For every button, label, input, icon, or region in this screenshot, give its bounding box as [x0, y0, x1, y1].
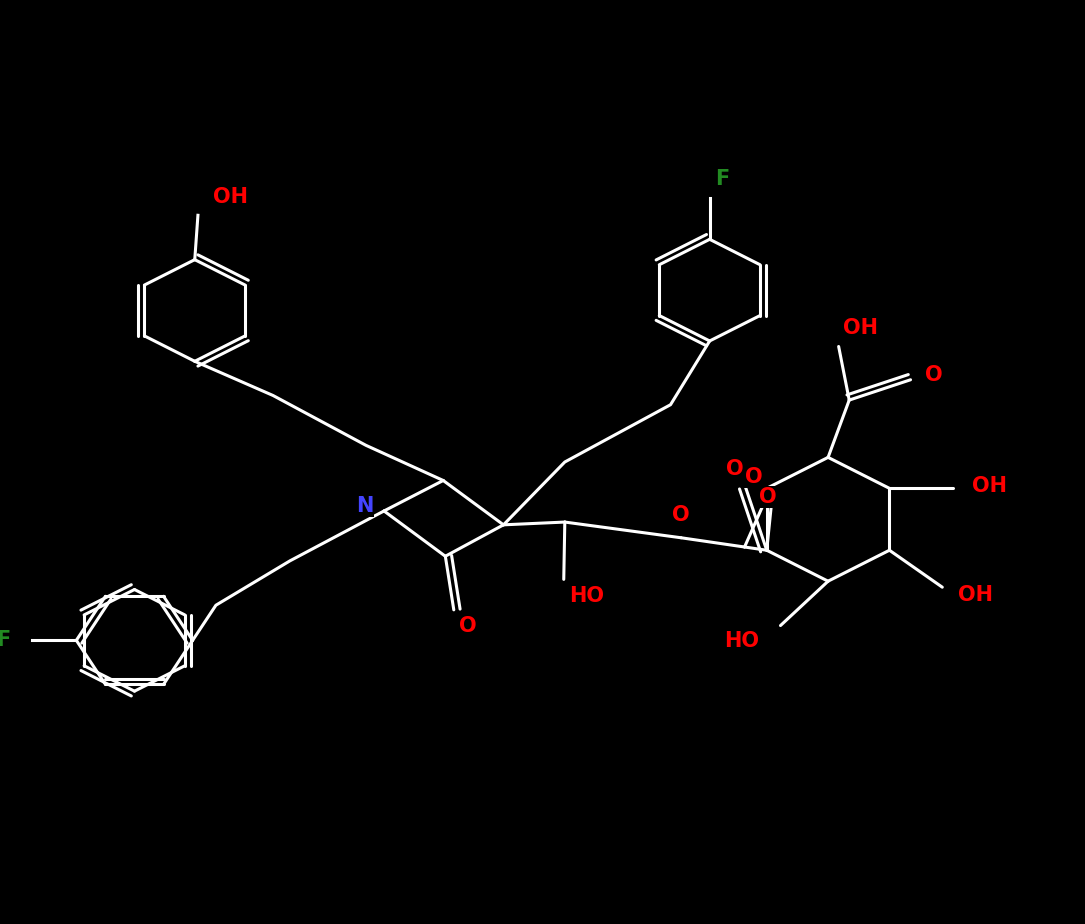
Text: O: O [459, 616, 476, 637]
Text: O: O [673, 505, 690, 525]
Text: OH: OH [972, 477, 1007, 496]
Text: O: O [726, 459, 744, 479]
Text: O: O [745, 468, 763, 487]
Text: N: N [356, 496, 373, 517]
Text: F: F [0, 630, 11, 650]
Text: F: F [715, 169, 729, 189]
Text: OH: OH [213, 187, 247, 207]
Text: O: O [760, 487, 777, 507]
Text: HO: HO [725, 631, 760, 651]
Text: HO: HO [569, 586, 604, 606]
Text: OH: OH [843, 318, 878, 338]
Text: O: O [926, 365, 943, 385]
Text: OH: OH [958, 585, 993, 604]
